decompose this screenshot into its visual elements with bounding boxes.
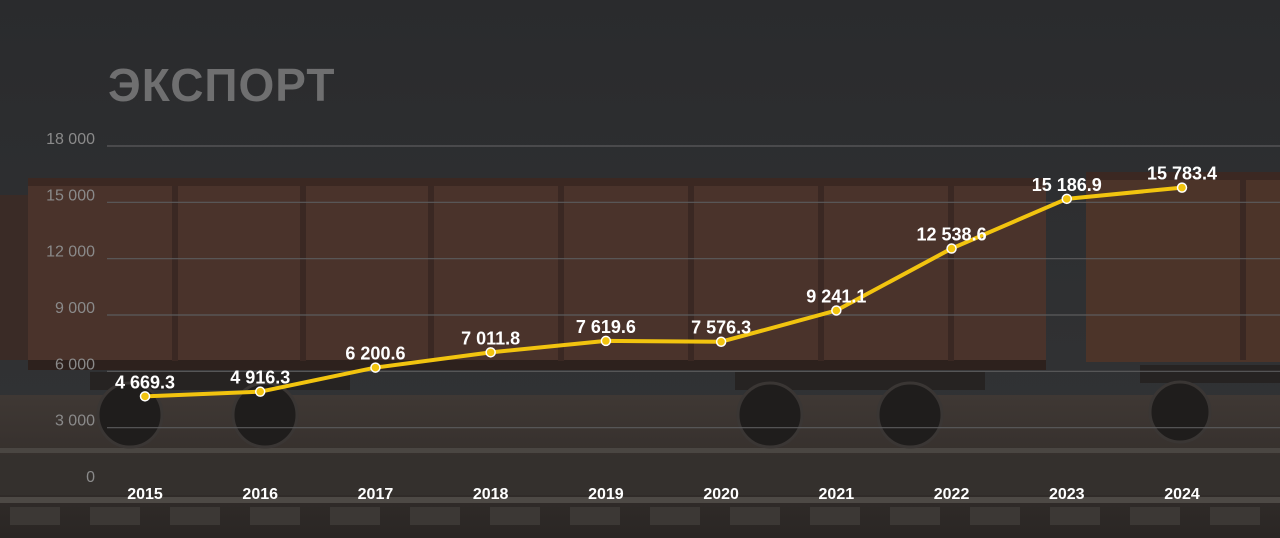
series-line <box>143 185 1184 399</box>
x-tick-label: 2021 <box>819 486 855 503</box>
y-tick-label: 6 000 <box>55 356 95 373</box>
data-point <box>946 243 957 254</box>
data-point <box>1176 182 1188 193</box>
x-tick-label: 2024 <box>1164 486 1200 503</box>
data-label: 6 200.6 <box>345 344 405 364</box>
data-label: 12 538.6 <box>917 225 987 245</box>
y-tick-label: 3 000 <box>55 413 95 430</box>
x-tick-label: 2019 <box>588 486 624 503</box>
y-tick-label: 12 000 <box>46 244 95 261</box>
x-axis-ticks: 2015 2016 2017 2018 2019 2020 2021 2022 2023 2024 <box>127 486 1200 503</box>
y-gridlines <box>107 145 1280 429</box>
data-point <box>831 305 842 316</box>
x-tick-label: 2023 <box>1049 486 1085 503</box>
data-labels: 4 669.3 4 916.3 6 200.6 7 011.8 7 619.6 7 576… <box>115 164 1217 393</box>
y-tick-label: 15 000 <box>46 187 95 204</box>
x-tick-label: 2020 <box>703 486 739 503</box>
y-axis-ticks: 0 3 000 6 000 9 000 12 000 15 000 18 000 <box>46 131 95 486</box>
data-label: 9 241.1 <box>806 286 866 306</box>
page-title: ЭКСПОРТ <box>108 59 336 111</box>
x-tick-label: 2017 <box>358 486 394 503</box>
data-points <box>139 182 1188 402</box>
y-tick-label: 0 <box>86 469 95 486</box>
data-point <box>715 336 727 347</box>
data-label: 7 576.3 <box>691 318 751 338</box>
data-label: 15 186.9 <box>1032 175 1102 195</box>
y-tick-label: 9 000 <box>55 300 95 317</box>
data-label: 7 619.6 <box>576 317 636 337</box>
x-tick-label: 2022 <box>934 486 970 503</box>
data-point <box>485 347 496 358</box>
data-point <box>254 386 266 397</box>
data-point <box>1061 193 1073 205</box>
y-tick-label: 18 000 <box>46 131 95 148</box>
x-tick-label: 2018 <box>473 486 509 503</box>
data-label: 4 669.3 <box>115 372 175 392</box>
data-point <box>370 362 381 373</box>
data-label: 4 916.3 <box>230 368 290 388</box>
x-tick-label: 2015 <box>127 486 163 503</box>
data-label: 15 783.4 <box>1147 164 1217 184</box>
x-tick-label: 2016 <box>242 486 278 503</box>
data-label: 7 011.8 <box>461 328 520 348</box>
data-point <box>139 391 151 402</box>
data-point <box>600 335 612 347</box>
